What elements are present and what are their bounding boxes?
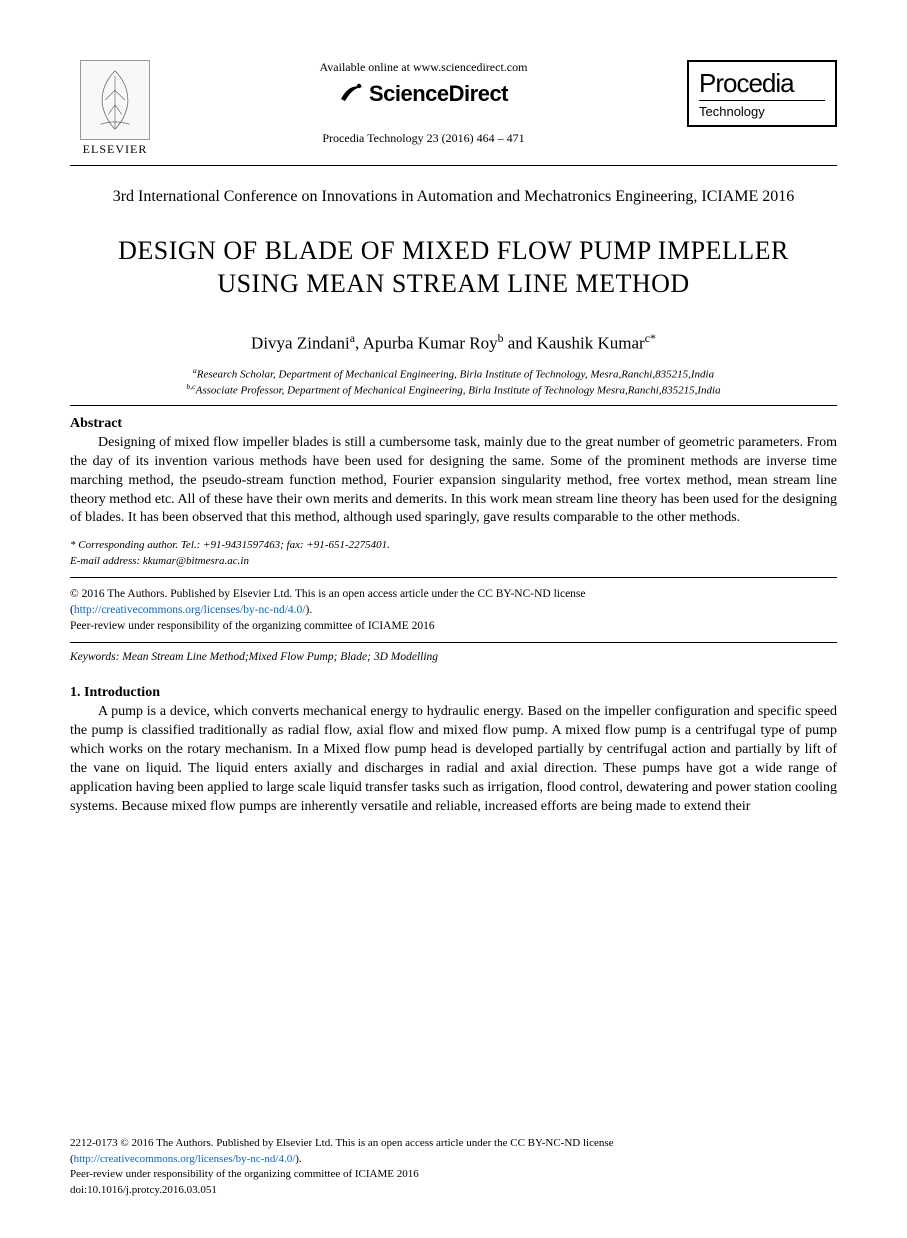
author-3: Kaushik Kumar bbox=[537, 334, 645, 353]
footer: 2212-0173 © 2016 The Authors. Published … bbox=[70, 1136, 837, 1198]
footer-issn-line: 2212-0173 © 2016 The Authors. Published … bbox=[70, 1137, 614, 1149]
sciencedirect-logo: ScienceDirect bbox=[160, 81, 687, 109]
footer-peer-line: Peer-review under responsibility of the … bbox=[70, 1168, 419, 1180]
footer-doi: doi:10.1016/j.protcy.2016.03.051 bbox=[70, 1184, 217, 1196]
available-online-line: Available online at www.sciencedirect.co… bbox=[160, 60, 687, 75]
license-rule-top bbox=[70, 577, 837, 578]
introduction-heading: 1. Introduction bbox=[70, 685, 837, 701]
center-header: Available online at www.sciencedirect.co… bbox=[160, 60, 687, 146]
conference-name: 3rd International Conference on Innovati… bbox=[90, 186, 817, 208]
author-1: Divya Zindani bbox=[251, 334, 350, 353]
procedia-sub-label: Technology bbox=[699, 104, 825, 119]
footer-license-link[interactable]: http://creativecommons.org/licenses/by-n… bbox=[74, 1153, 296, 1165]
author-1-sup: a bbox=[350, 331, 355, 345]
license-rule-bottom bbox=[70, 642, 837, 643]
procedia-divider bbox=[699, 100, 825, 101]
sciencedirect-text: ScienceDirect bbox=[369, 81, 508, 106]
license-line-1: © 2016 The Authors. Published by Elsevie… bbox=[70, 588, 586, 600]
paper-title: DESIGN OF BLADE OF MIXED FLOW PUMP IMPEL… bbox=[80, 234, 827, 302]
corresponding-author: * Corresponding author. Tel.: +91-943159… bbox=[70, 538, 837, 569]
affil-2: Associate Professor, Department of Mecha… bbox=[196, 385, 721, 397]
elsevier-logo-block: ELSEVIER bbox=[70, 60, 160, 157]
corr-line-2: E-mail address: kkumar@bitmesra.ac.in bbox=[70, 554, 837, 569]
introduction-body: A pump is a device, which converts mecha… bbox=[70, 703, 837, 816]
authors-line: Divya Zindania, Apurba Kumar Royb and Ka… bbox=[70, 331, 837, 354]
license-peer-review: Peer-review under responsibility of the … bbox=[70, 620, 435, 632]
keywords-line: Keywords: Mean Stream Line Method;Mixed … bbox=[70, 651, 837, 663]
elsevier-tree-icon bbox=[80, 60, 150, 140]
affiliations: aResearch Scholar, Department of Mechani… bbox=[70, 366, 837, 406]
affil-2-sup: b,c bbox=[186, 382, 195, 391]
abstract-body: Designing of mixed flow impeller blades … bbox=[70, 434, 837, 528]
procedia-logo-box: Procedia Technology bbox=[687, 60, 837, 127]
affil-1: Research Scholar, Department of Mechanic… bbox=[197, 369, 714, 381]
abstract-heading: Abstract bbox=[70, 416, 837, 432]
license-link[interactable]: http://creativecommons.org/licenses/by-n… bbox=[74, 604, 306, 616]
author-2: Apurba Kumar Roy bbox=[363, 334, 498, 353]
procedia-main-label: Procedia bbox=[699, 70, 825, 96]
author-3-sup: c* bbox=[645, 331, 656, 345]
citation-line: Procedia Technology 23 (2016) 464 – 471 bbox=[160, 131, 687, 146]
header-rule bbox=[70, 165, 837, 166]
license-block: © 2016 The Authors. Published by Elsevie… bbox=[70, 586, 837, 634]
corr-line-1: * Corresponding author. Tel.: +91-943159… bbox=[70, 538, 837, 553]
elsevier-label: ELSEVIER bbox=[70, 142, 160, 157]
sciencedirect-swoosh-icon bbox=[339, 81, 365, 109]
author-2-sup: b bbox=[498, 331, 504, 345]
header: ELSEVIER Available online at www.science… bbox=[70, 60, 837, 157]
